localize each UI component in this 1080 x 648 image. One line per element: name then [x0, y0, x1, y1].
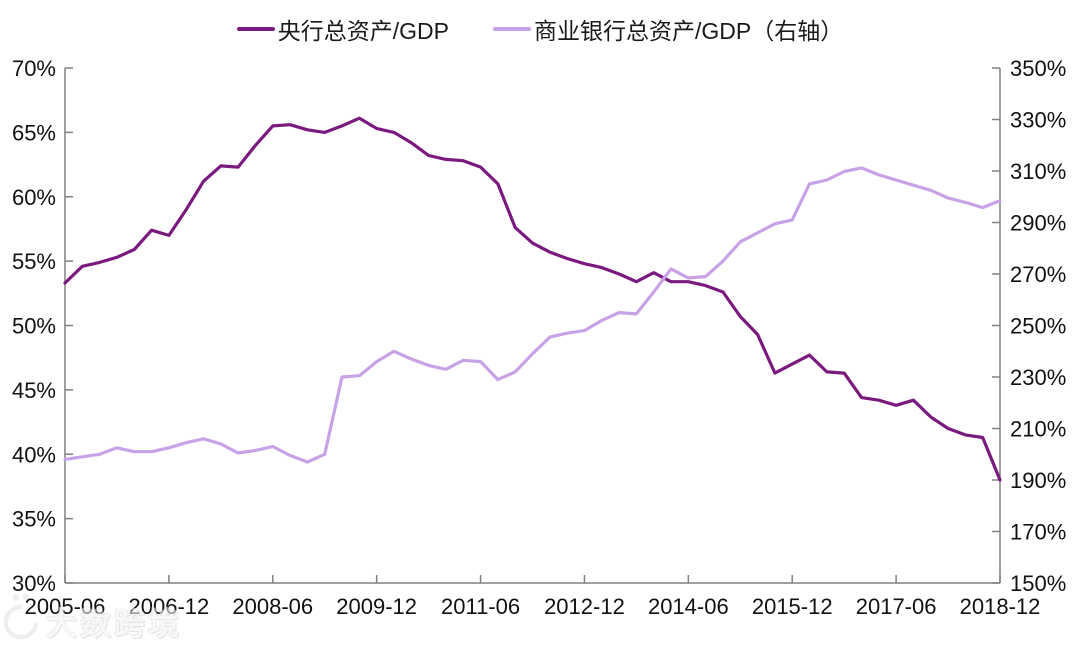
right-axis-tick-label: 350% [1010, 56, 1066, 81]
x-axis-tick-label: 2018-12 [960, 594, 1041, 619]
right-axis-tick-label: 150% [1010, 571, 1066, 596]
left-axis-tick-label: 60% [12, 185, 56, 210]
commercial-bank-line-swatch [493, 27, 531, 31]
right-axis-tick-label: 330% [1010, 108, 1066, 133]
left-axis-tick-label: 45% [12, 378, 56, 403]
x-axis-tick-label: 2009-12 [336, 594, 417, 619]
left-axis-tick-label: 30% [12, 571, 56, 596]
left-axis-tick-label: 65% [12, 120, 56, 145]
left-axis-tick-label: 40% [12, 442, 56, 467]
commercial-bank-assets-gdp-line [63, 166, 1002, 464]
x-axis-tick-label: 2017-06 [856, 594, 937, 619]
x-axis-tick-label: 2014-06 [648, 594, 729, 619]
legend-label-central-bank: 央行总资产/GDP [277, 18, 449, 44]
right-axis-tick-label: 210% [1010, 417, 1066, 442]
right-axis-tick-label: 230% [1010, 365, 1066, 390]
x-axis-tick-label: 2015-12 [752, 594, 833, 619]
left-axis-tick-label: 50% [12, 314, 56, 339]
right-axis-tick-label: 310% [1010, 159, 1066, 184]
legend-label-commercial-bank: 商业银行总资产/GDP（右轴） [534, 18, 844, 44]
central-bank-assets-gdp-line [63, 116, 1002, 482]
right-axis-tick-label: 250% [1010, 314, 1066, 339]
right-axis-tick-label: 170% [1010, 520, 1066, 545]
left-axis-tick-label: 70% [12, 56, 56, 81]
central-bank-line-swatch [236, 27, 275, 31]
watermark-logo-icon [0, 592, 45, 646]
x-axis-tick-label: 2006-12 [129, 594, 210, 619]
watermark-text: 大数跨境 [46, 607, 182, 642]
x-axis-tick-label: 2008-06 [232, 594, 313, 619]
left-axis-tick-label: 35% [12, 507, 56, 532]
left-axis-tick-label: 55% [12, 249, 56, 274]
watermark: 大数跨境 [0, 592, 182, 646]
legend-item-commercial-bank: 商业银行总资产/GDP（右轴） [493, 12, 843, 46]
right-axis-tick-label: 270% [1010, 262, 1066, 287]
x-axis-tick-label: 2005-06 [25, 594, 106, 619]
right-axis-tick-label: 190% [1010, 468, 1066, 493]
x-axis-tick-label: 2012-12 [544, 594, 625, 619]
right-axis-tick-label: 290% [1010, 211, 1066, 236]
legend-item-central-bank: 央行总资产/GDP [236, 12, 449, 46]
x-axis-tick-label: 2011-06 [441, 594, 520, 619]
legend: 央行总资产/GDP 商业银行总资产/GDP（右轴） [0, 12, 1080, 46]
